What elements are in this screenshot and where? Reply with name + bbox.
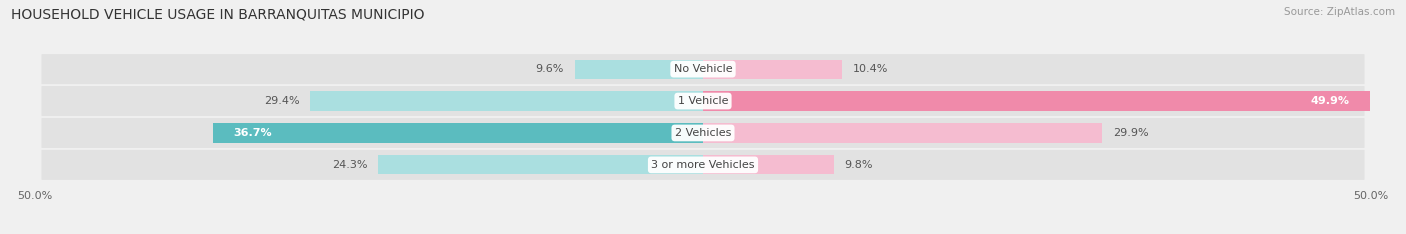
- FancyBboxPatch shape: [41, 54, 1365, 84]
- Text: 49.9%: 49.9%: [1310, 96, 1350, 106]
- Bar: [212, 123, 703, 143]
- FancyBboxPatch shape: [41, 86, 1365, 116]
- Text: 3 or more Vehicles: 3 or more Vehicles: [651, 160, 755, 170]
- Text: 10.4%: 10.4%: [852, 64, 889, 74]
- Text: Source: ZipAtlas.com: Source: ZipAtlas.com: [1284, 7, 1395, 17]
- Bar: [703, 91, 1369, 111]
- Bar: [703, 155, 834, 174]
- Bar: [703, 60, 842, 79]
- Bar: [703, 123, 1102, 143]
- Text: 29.4%: 29.4%: [264, 96, 299, 106]
- Text: 9.6%: 9.6%: [536, 64, 564, 74]
- Text: 36.7%: 36.7%: [233, 128, 271, 138]
- Text: 2 Vehicles: 2 Vehicles: [675, 128, 731, 138]
- Bar: [311, 91, 703, 111]
- Text: HOUSEHOLD VEHICLE USAGE IN BARRANQUITAS MUNICIPIO: HOUSEHOLD VEHICLE USAGE IN BARRANQUITAS …: [11, 7, 425, 21]
- Text: 24.3%: 24.3%: [332, 160, 368, 170]
- Text: 1 Vehicle: 1 Vehicle: [678, 96, 728, 106]
- Bar: [378, 155, 703, 174]
- FancyBboxPatch shape: [41, 118, 1365, 148]
- Text: 9.8%: 9.8%: [845, 160, 873, 170]
- Text: No Vehicle: No Vehicle: [673, 64, 733, 74]
- Text: 29.9%: 29.9%: [1114, 128, 1149, 138]
- FancyBboxPatch shape: [41, 150, 1365, 180]
- Bar: [575, 60, 703, 79]
